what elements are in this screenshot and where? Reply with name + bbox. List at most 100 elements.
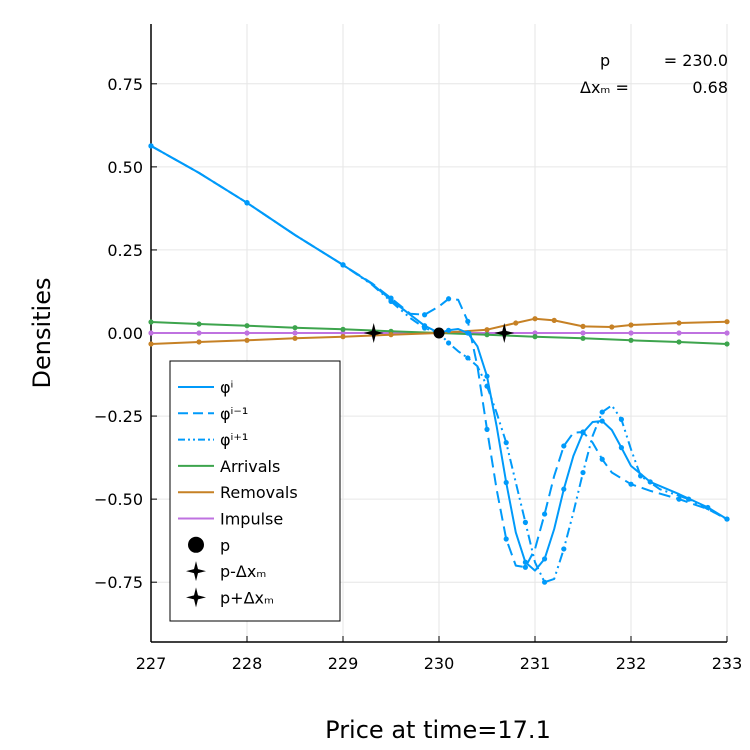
series-point-impulse (244, 330, 250, 336)
marker-p-plus-dx (494, 323, 515, 343)
series-point-phi-i-plus-1 (580, 469, 586, 476)
legend-box (169, 360, 341, 622)
legend-entry-phi-i-minus-1: φⁱ⁻¹ (178, 404, 248, 423)
series-point-impulse (580, 330, 586, 336)
legend-label-phi-i: φⁱ (220, 378, 233, 397)
series-point-removals (628, 322, 634, 328)
y-tick-label: −0.75 (94, 573, 143, 592)
x-tick-label: 233 (712, 654, 743, 673)
y-axis-label: Densities (28, 278, 56, 389)
series-point-arrivals (580, 335, 586, 341)
series-line-removals (150, 317, 728, 345)
series-point-phi-i-minus-1 (542, 511, 548, 517)
series-point-arrivals (532, 334, 538, 340)
series-point-arrivals (148, 319, 154, 325)
series-point-impulse (532, 330, 538, 336)
series-point-phi-i-plus-1 (561, 546, 567, 552)
series-point-phi-i (647, 479, 653, 485)
series-point-phi-i (465, 330, 471, 336)
series-point-removals (388, 332, 394, 338)
series-point-phi-i-minus-1 (561, 443, 567, 449)
y-tick-label: 0.00 (107, 324, 143, 343)
legend-entry-phi-i: φⁱ (178, 378, 233, 397)
series-point-impulse (340, 330, 346, 336)
series-point-phi-i-plus-1 (465, 355, 471, 361)
legend-entry-impulse: Impulse (178, 510, 283, 529)
y-tick-label: −0.50 (94, 490, 143, 509)
series-point-arrivals (196, 321, 202, 327)
x-tick-label: 232 (616, 654, 647, 673)
series-layer (148, 143, 730, 585)
series-point-phi-i-minus-1 (503, 536, 509, 542)
series-point-phi-i (340, 262, 346, 268)
series-point-removals (609, 324, 615, 330)
series-point-phi-i-minus-1 (465, 318, 471, 324)
series-point-phi-i-minus-1 (522, 564, 529, 570)
x-tick-label: 230 (424, 654, 455, 673)
series-point-removals (551, 317, 557, 323)
annotation: p = 230.0 Δxₘ = 0.68 (580, 51, 728, 97)
x-axis-label: Price at time=17.1 (325, 716, 551, 744)
legend-swatch-p-minus-dx (186, 561, 206, 582)
legend-swatch-p-plus-dx (186, 587, 206, 608)
series-point-phi-i (484, 373, 490, 379)
series-point-removals (580, 323, 586, 329)
series-point-removals (724, 319, 730, 325)
legend-entry-p: p (188, 536, 230, 555)
series-point-impulse (148, 330, 154, 336)
series-point-phi-i (618, 445, 625, 451)
series-point-phi-i (542, 556, 548, 562)
series-point-arrivals (292, 325, 298, 331)
legend-label-phi-i-minus-1: φⁱ⁻¹ (220, 404, 248, 423)
series-point-arrivals (244, 323, 250, 329)
series-point-phi-i-plus-1 (599, 409, 605, 415)
legend-label-p-minus-dx: p-Δxₘ (220, 562, 266, 581)
series-point-phi-i-plus-1 (503, 440, 509, 446)
series-point-impulse (196, 330, 202, 336)
series-point-impulse (292, 330, 298, 336)
series-line-phi-i (150, 145, 728, 572)
series-point-phi-i (422, 323, 428, 329)
ticks: 227 228 229 230 231 232 233 −0.75 −0.50 −0.25 0.00… (94, 75, 742, 673)
legend-label-p-plus-dx: p+Δxₘ (220, 588, 274, 607)
legend-label-removals: Removals (220, 483, 298, 502)
series-point-arrivals (676, 339, 682, 345)
series-point-phi-i (705, 504, 711, 511)
series-point-phi-i-plus-1 (618, 416, 625, 422)
x-tick-label: 229 (328, 654, 359, 673)
x-tick-label: 228 (232, 654, 263, 673)
series-point-phi-i (503, 479, 509, 486)
legend-swatch-p (188, 536, 204, 553)
series-point-phi-i-minus-1 (628, 481, 634, 487)
annotation-p-value: = 230.0 (664, 51, 728, 70)
series-point-phi-i-minus-1 (599, 456, 605, 462)
legend-label-phi-i-plus-1: φⁱ⁺¹ (220, 431, 248, 450)
annotation-dx-label: Δxₘ = (580, 78, 629, 97)
series-point-arrivals (724, 341, 730, 347)
legend-label-p: p (220, 536, 230, 555)
series-point-phi-i (244, 200, 250, 206)
series-point-phi-i (599, 418, 605, 424)
series-point-phi-i (388, 297, 394, 303)
legend-entry-arrivals: Arrivals (178, 457, 280, 476)
series-point-removals (676, 320, 682, 326)
y-tick-label: 0.25 (107, 241, 143, 260)
x-tick-label: 231 (520, 654, 551, 673)
series-point-removals (484, 327, 490, 333)
y-tick-label: −0.25 (94, 407, 143, 426)
series-point-impulse (676, 330, 682, 336)
series-point-phi-i (148, 143, 154, 149)
series-point-impulse (724, 330, 730, 336)
series-point-phi-i-plus-1 (446, 340, 452, 346)
series-point-removals (532, 316, 538, 322)
legend-entry-p-minus-dx: p-Δxₘ (186, 561, 266, 582)
series-point-phi-i-minus-1 (446, 296, 452, 302)
series-point-phi-i (522, 559, 529, 565)
series-point-arrivals (484, 332, 490, 338)
series-point-phi-i-minus-1 (484, 426, 490, 432)
series-point-removals (292, 335, 298, 341)
legend-entry-removals: Removals (178, 483, 298, 502)
marker-p (433, 327, 445, 339)
